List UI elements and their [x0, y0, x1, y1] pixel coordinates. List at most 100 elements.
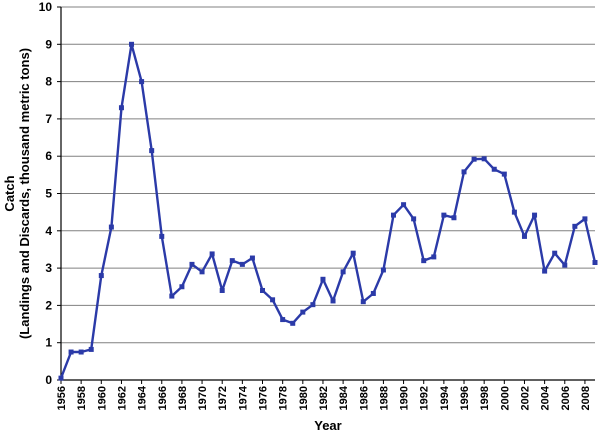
y-tick-label-0: 0: [45, 373, 52, 387]
data-point-1975: [249, 255, 255, 261]
x-axis-title: Year: [314, 418, 341, 433]
data-point-1973: [229, 258, 235, 264]
horizontal-gridlines: [61, 6, 595, 344]
x-tick-label-1972: 1972: [217, 386, 229, 410]
data-point-2001: [511, 209, 517, 215]
data-point-1997: [471, 156, 477, 162]
x-tick-label-1958: 1958: [76, 386, 88, 410]
data-point-1990: [401, 202, 407, 208]
x-tick-label-1982: 1982: [318, 386, 330, 410]
x-tick-label-1996: 1996: [459, 386, 471, 410]
data-point-1974: [239, 261, 245, 267]
data-point-1992: [421, 258, 427, 264]
x-tick-label-1988: 1988: [378, 386, 390, 410]
data-point-1956: [58, 375, 64, 381]
data-point-2003: [532, 212, 538, 218]
y-tick-label-6: 6: [45, 149, 52, 163]
data-point-1970: [199, 269, 205, 275]
data-point-1957: [68, 349, 74, 355]
y-tick-labels: 0 1 2 3 4 5 6 7 8 9 10: [39, 0, 61, 387]
data-point-1964: [139, 79, 145, 85]
data-point-1959: [88, 346, 94, 352]
data-point-1963: [129, 41, 135, 47]
x-tick-label-2008: 2008: [580, 386, 592, 410]
y-tick-label-9: 9: [45, 37, 52, 51]
data-point-1962: [118, 105, 124, 111]
data-point-2008: [582, 216, 588, 222]
data-point-1995: [451, 215, 457, 221]
data-point-1971: [209, 251, 215, 257]
data-point-1958: [78, 349, 84, 355]
data-point-2006: [562, 262, 568, 268]
data-point-1989: [390, 212, 396, 218]
x-tick-label-1970: 1970: [197, 386, 209, 410]
x-tick-label-1978: 1978: [278, 386, 290, 410]
data-point-2002: [521, 233, 527, 239]
data-point-1976: [260, 287, 266, 293]
y-tick-label-4: 4: [45, 224, 52, 238]
catch-series-line: [59, 43, 597, 379]
y-tick-label-3: 3: [45, 261, 52, 275]
data-point-1996: [461, 169, 467, 175]
y-tick-label-10: 10: [39, 0, 53, 14]
x-tick-label-1962: 1962: [116, 386, 128, 410]
data-point-1978: [280, 317, 286, 323]
y-tick-label-8: 8: [45, 75, 52, 89]
data-point-1960: [98, 273, 104, 279]
y-tick-label-5: 5: [45, 187, 52, 201]
x-tick-label-1998: 1998: [479, 386, 491, 410]
x-tick-label-1990: 1990: [399, 386, 411, 410]
data-point-1982: [320, 276, 326, 282]
x-tick-label-1968: 1968: [177, 386, 189, 410]
data-point-1988: [380, 267, 386, 273]
x-tick-label-2004: 2004: [540, 385, 552, 410]
x-tick-label-1960: 1960: [96, 386, 108, 410]
y-tick-label-2: 2: [45, 298, 52, 312]
y-axis-title-line1: Catch: [2, 175, 17, 211]
data-point-1967: [169, 293, 175, 299]
y-tick-label-1: 1: [45, 336, 52, 350]
data-point-1991: [411, 216, 417, 222]
data-point-1999: [491, 166, 497, 172]
data-point-1965: [149, 148, 155, 154]
data-point-1968: [179, 284, 185, 290]
data-point-2004: [542, 268, 548, 274]
data-point-1998: [481, 156, 487, 162]
data-point-1985: [350, 250, 356, 256]
data-point-2000: [501, 171, 507, 177]
x-tick-label-1974: 1974: [237, 385, 249, 410]
x-tick-label-2002: 2002: [519, 386, 531, 410]
x-tick-label-2006: 2006: [560, 386, 572, 410]
data-point-1969: [189, 261, 195, 267]
data-point-1994: [441, 212, 447, 218]
data-point-2007: [572, 223, 578, 229]
y-tick-label-7: 7: [45, 112, 52, 126]
x-tick-label-1966: 1966: [157, 386, 169, 410]
data-point-1986: [360, 299, 366, 305]
data-point-1987: [370, 290, 376, 296]
data-point-2009: [592, 260, 598, 266]
data-point-1979: [290, 320, 296, 326]
data-point-1983: [330, 298, 336, 304]
x-tick-label-1964: 1964: [137, 385, 149, 410]
y-axis-title-line2: (Landings and Discards, thousand metric …: [17, 48, 32, 339]
x-tick-labels: 1956 1958 1960 1962 1964 1966 1968 1970 1972 1974…: [56, 380, 592, 410]
data-point-1993: [431, 254, 437, 260]
x-tick-label-1980: 1980: [298, 386, 310, 410]
data-point-1984: [340, 269, 346, 275]
x-tick-label-1992: 1992: [419, 386, 431, 410]
catch-series-points: [58, 41, 598, 381]
data-point-1961: [108, 224, 114, 230]
data-point-1966: [159, 233, 165, 239]
x-tick-label-1976: 1976: [258, 386, 270, 410]
x-tick-label-1984: 1984: [338, 385, 350, 410]
data-point-1977: [270, 297, 276, 303]
data-point-1980: [300, 309, 306, 315]
x-tick-label-1956: 1956: [56, 386, 68, 410]
x-tick-label-1986: 1986: [358, 386, 370, 410]
data-point-1981: [310, 302, 316, 308]
x-tick-label-2000: 2000: [499, 386, 511, 410]
data-point-1972: [219, 287, 225, 293]
data-point-2005: [552, 250, 558, 256]
